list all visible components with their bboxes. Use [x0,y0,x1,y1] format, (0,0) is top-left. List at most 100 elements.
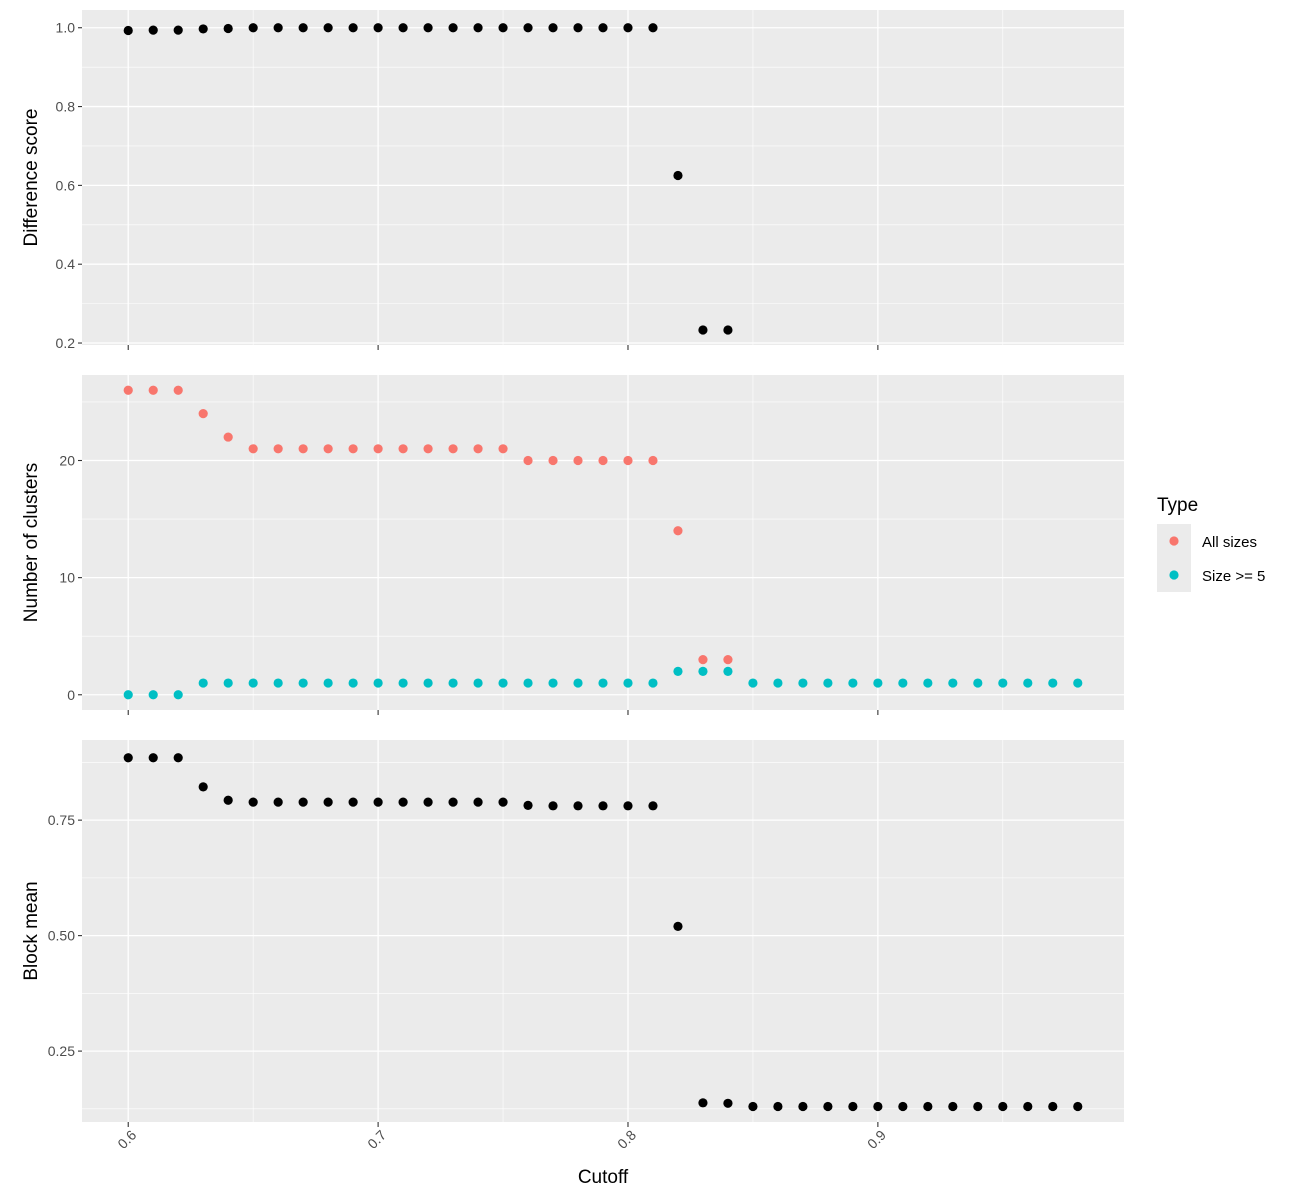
data-point [548,678,558,688]
y-tick-label: 0 [67,687,75,703]
data-point [448,444,458,454]
data-point [973,1101,983,1112]
data-point [223,678,233,688]
data-point [748,1101,758,1112]
data-point [298,678,308,688]
series-1-1 [123,23,733,335]
data-point [523,678,533,688]
data-point [423,797,433,807]
y-tick-label: 0.4 [56,256,76,272]
data-point [573,23,583,33]
data-point [848,1101,858,1112]
data-point [148,753,158,763]
data-point [273,678,283,688]
data-point [373,23,383,33]
data-point [423,23,433,33]
x-tick-label: 0.9 [864,1127,889,1152]
data-point [598,801,608,811]
data-point [348,797,358,807]
data-point [673,921,683,931]
data-point [323,797,333,807]
data-point [173,385,183,395]
data-point [448,678,458,688]
data-point [948,678,958,688]
data-point [323,444,333,454]
data-point [748,678,758,688]
data-point [473,23,483,33]
data-point [673,170,683,181]
data-point [698,666,708,676]
data-point [323,23,333,33]
data-point [498,444,508,454]
data-point [248,678,258,688]
y-tick-label: 0.25 [48,1043,75,1059]
data-point [123,385,133,395]
data-point [1048,1101,1058,1112]
panel-2: 0 10 20 Number of clusters [21,375,1124,715]
data-point [648,455,658,466]
data-point [273,797,283,807]
data-point [298,797,308,807]
data-point [623,801,633,811]
data-point [598,23,608,33]
data-point [498,23,508,33]
data-point [598,678,608,688]
series-2-1 [123,385,733,665]
legend-swatch [1169,570,1179,580]
data-point [998,1101,1008,1112]
legend: Type All sizes Size >= 5 [1157,495,1265,592]
data-point [248,797,258,807]
data-point [373,678,383,688]
data-point [873,1101,883,1112]
data-point [773,1101,783,1112]
data-point [648,801,658,811]
data-point [298,23,308,33]
data-point [823,678,833,688]
data-point [173,753,183,763]
data-point [198,409,208,419]
data-point [648,678,658,688]
data-point [373,797,383,807]
data-point [498,678,508,688]
data-point [698,655,708,665]
data-point [698,1098,708,1108]
data-point [448,23,458,33]
legend-label: Size >= 5 [1202,568,1265,585]
data-point [398,797,408,807]
data-point [398,678,408,688]
data-point [148,25,158,35]
panel-1: 0.2 0.4 0.6 0.8 1.0 Difference score [21,10,1124,351]
data-point [623,678,633,688]
data-point [223,23,233,34]
data-point [673,666,683,676]
data-point [248,23,258,33]
series-3-1 [123,753,1083,1112]
data-point [623,455,633,466]
data-point [723,666,733,676]
data-point [348,23,358,33]
data-point [323,678,333,688]
data-point [723,655,733,665]
data-point [698,325,708,335]
data-point [123,690,133,700]
data-point [223,795,233,805]
data-point [198,24,208,34]
panel-background [82,375,1124,710]
data-point [148,385,158,395]
data-point [1023,678,1033,688]
data-point [1023,1101,1033,1112]
x-tick-label: 0.7 [364,1127,389,1152]
y-tick-label: 0.75 [48,812,75,828]
data-point [798,678,808,688]
data-point [398,23,408,33]
data-point [923,1101,933,1112]
data-point [448,797,458,807]
data-point [573,678,583,688]
data-point [973,678,983,688]
data-point [423,678,433,688]
x-axis-title: Cutoff [578,1167,629,1188]
data-point [173,25,183,35]
y-tick-label: 0.6 [56,177,76,193]
y-tick-label: 1.0 [56,20,76,36]
